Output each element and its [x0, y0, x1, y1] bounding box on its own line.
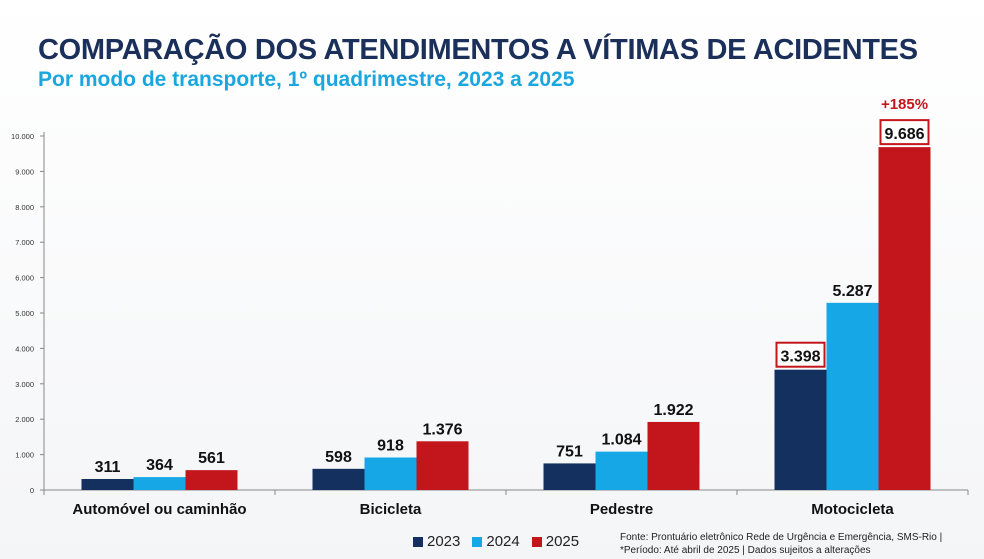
legend-swatch-2023: [413, 536, 423, 547]
data-label: 5.287: [832, 283, 872, 300]
legend-item-2023: 2023: [413, 533, 460, 550]
y-tick-label: 2.000: [15, 415, 34, 424]
y-tick-label: 1.000: [15, 451, 34, 460]
bar-2023: [312, 468, 365, 490]
bar-2025: [878, 147, 931, 490]
growth-annotation: +185%: [881, 96, 928, 113]
y-tick-label: 6.000: [15, 274, 34, 283]
category-label: Motocicleta: [811, 501, 894, 518]
bar-2023: [81, 478, 134, 490]
data-label: 751: [556, 443, 583, 460]
bar-2025: [647, 421, 700, 490]
legend-item-2024: 2024: [472, 533, 520, 550]
bar-2025: [185, 470, 238, 490]
y-tick-label: 7.000: [15, 238, 34, 247]
data-label: 598: [325, 449, 352, 466]
chart-subtitle: Por modo de transporte, 1º quadrimestre,…: [38, 68, 575, 91]
bar-2023: [774, 369, 827, 490]
source-note: Fonte: Prontuário eletrônico Rede de Urg…: [620, 531, 942, 557]
category-label: Automóvel ou caminhão: [72, 501, 246, 518]
legend-label-2024: 2024: [486, 533, 520, 550]
data-label: 311: [95, 459, 121, 476]
bar-2025: [416, 441, 469, 490]
data-label: 1.084: [601, 432, 641, 449]
data-label: 561: [198, 450, 225, 467]
data-label: 364: [146, 457, 173, 474]
data-label: 918: [377, 438, 404, 455]
source-line-2: *Período: Até abril de 2025 | Dados suje…: [620, 545, 871, 556]
highlight-box: [775, 341, 826, 368]
source-line-1: Fonte: Prontuário eletrônico Rede de Urg…: [620, 532, 943, 543]
category-label: Pedestre: [590, 501, 653, 518]
data-label: 9.686: [884, 126, 924, 143]
legend-label-2023: 2023: [427, 533, 461, 550]
highlight-box: [879, 119, 930, 146]
legend-label-2025: 2025: [545, 533, 580, 550]
y-tick-label: 10.000: [11, 132, 34, 141]
data-label: 1.922: [653, 402, 693, 419]
legend-swatch-2024: [472, 536, 483, 547]
bar-2024: [133, 477, 186, 490]
legend: 2023 2024 2025: [413, 533, 579, 550]
y-tick-label: 9.000: [15, 167, 34, 176]
y-tick-label: 5.000: [15, 309, 34, 318]
legend-item-2025: 2025: [531, 533, 580, 550]
data-label: 3.398: [780, 349, 820, 366]
category-label: Bicicleta: [360, 501, 422, 518]
y-tick-label: 4.000: [15, 344, 34, 353]
bar-2024: [595, 451, 648, 490]
legend-swatch-2025: [531, 536, 542, 547]
data-label: 1.376: [422, 421, 462, 438]
y-tick-label: 0: [30, 486, 34, 495]
bar-2024: [364, 457, 417, 490]
bar-2024: [826, 302, 879, 490]
y-tick-label: 3.000: [15, 380, 34, 389]
bar-2023: [543, 463, 596, 490]
chart-title: COMPARAÇÃO DOS ATENDIMENTOS A VÍTIMAS DE…: [38, 34, 918, 66]
y-tick-label: 8.000: [15, 203, 34, 212]
